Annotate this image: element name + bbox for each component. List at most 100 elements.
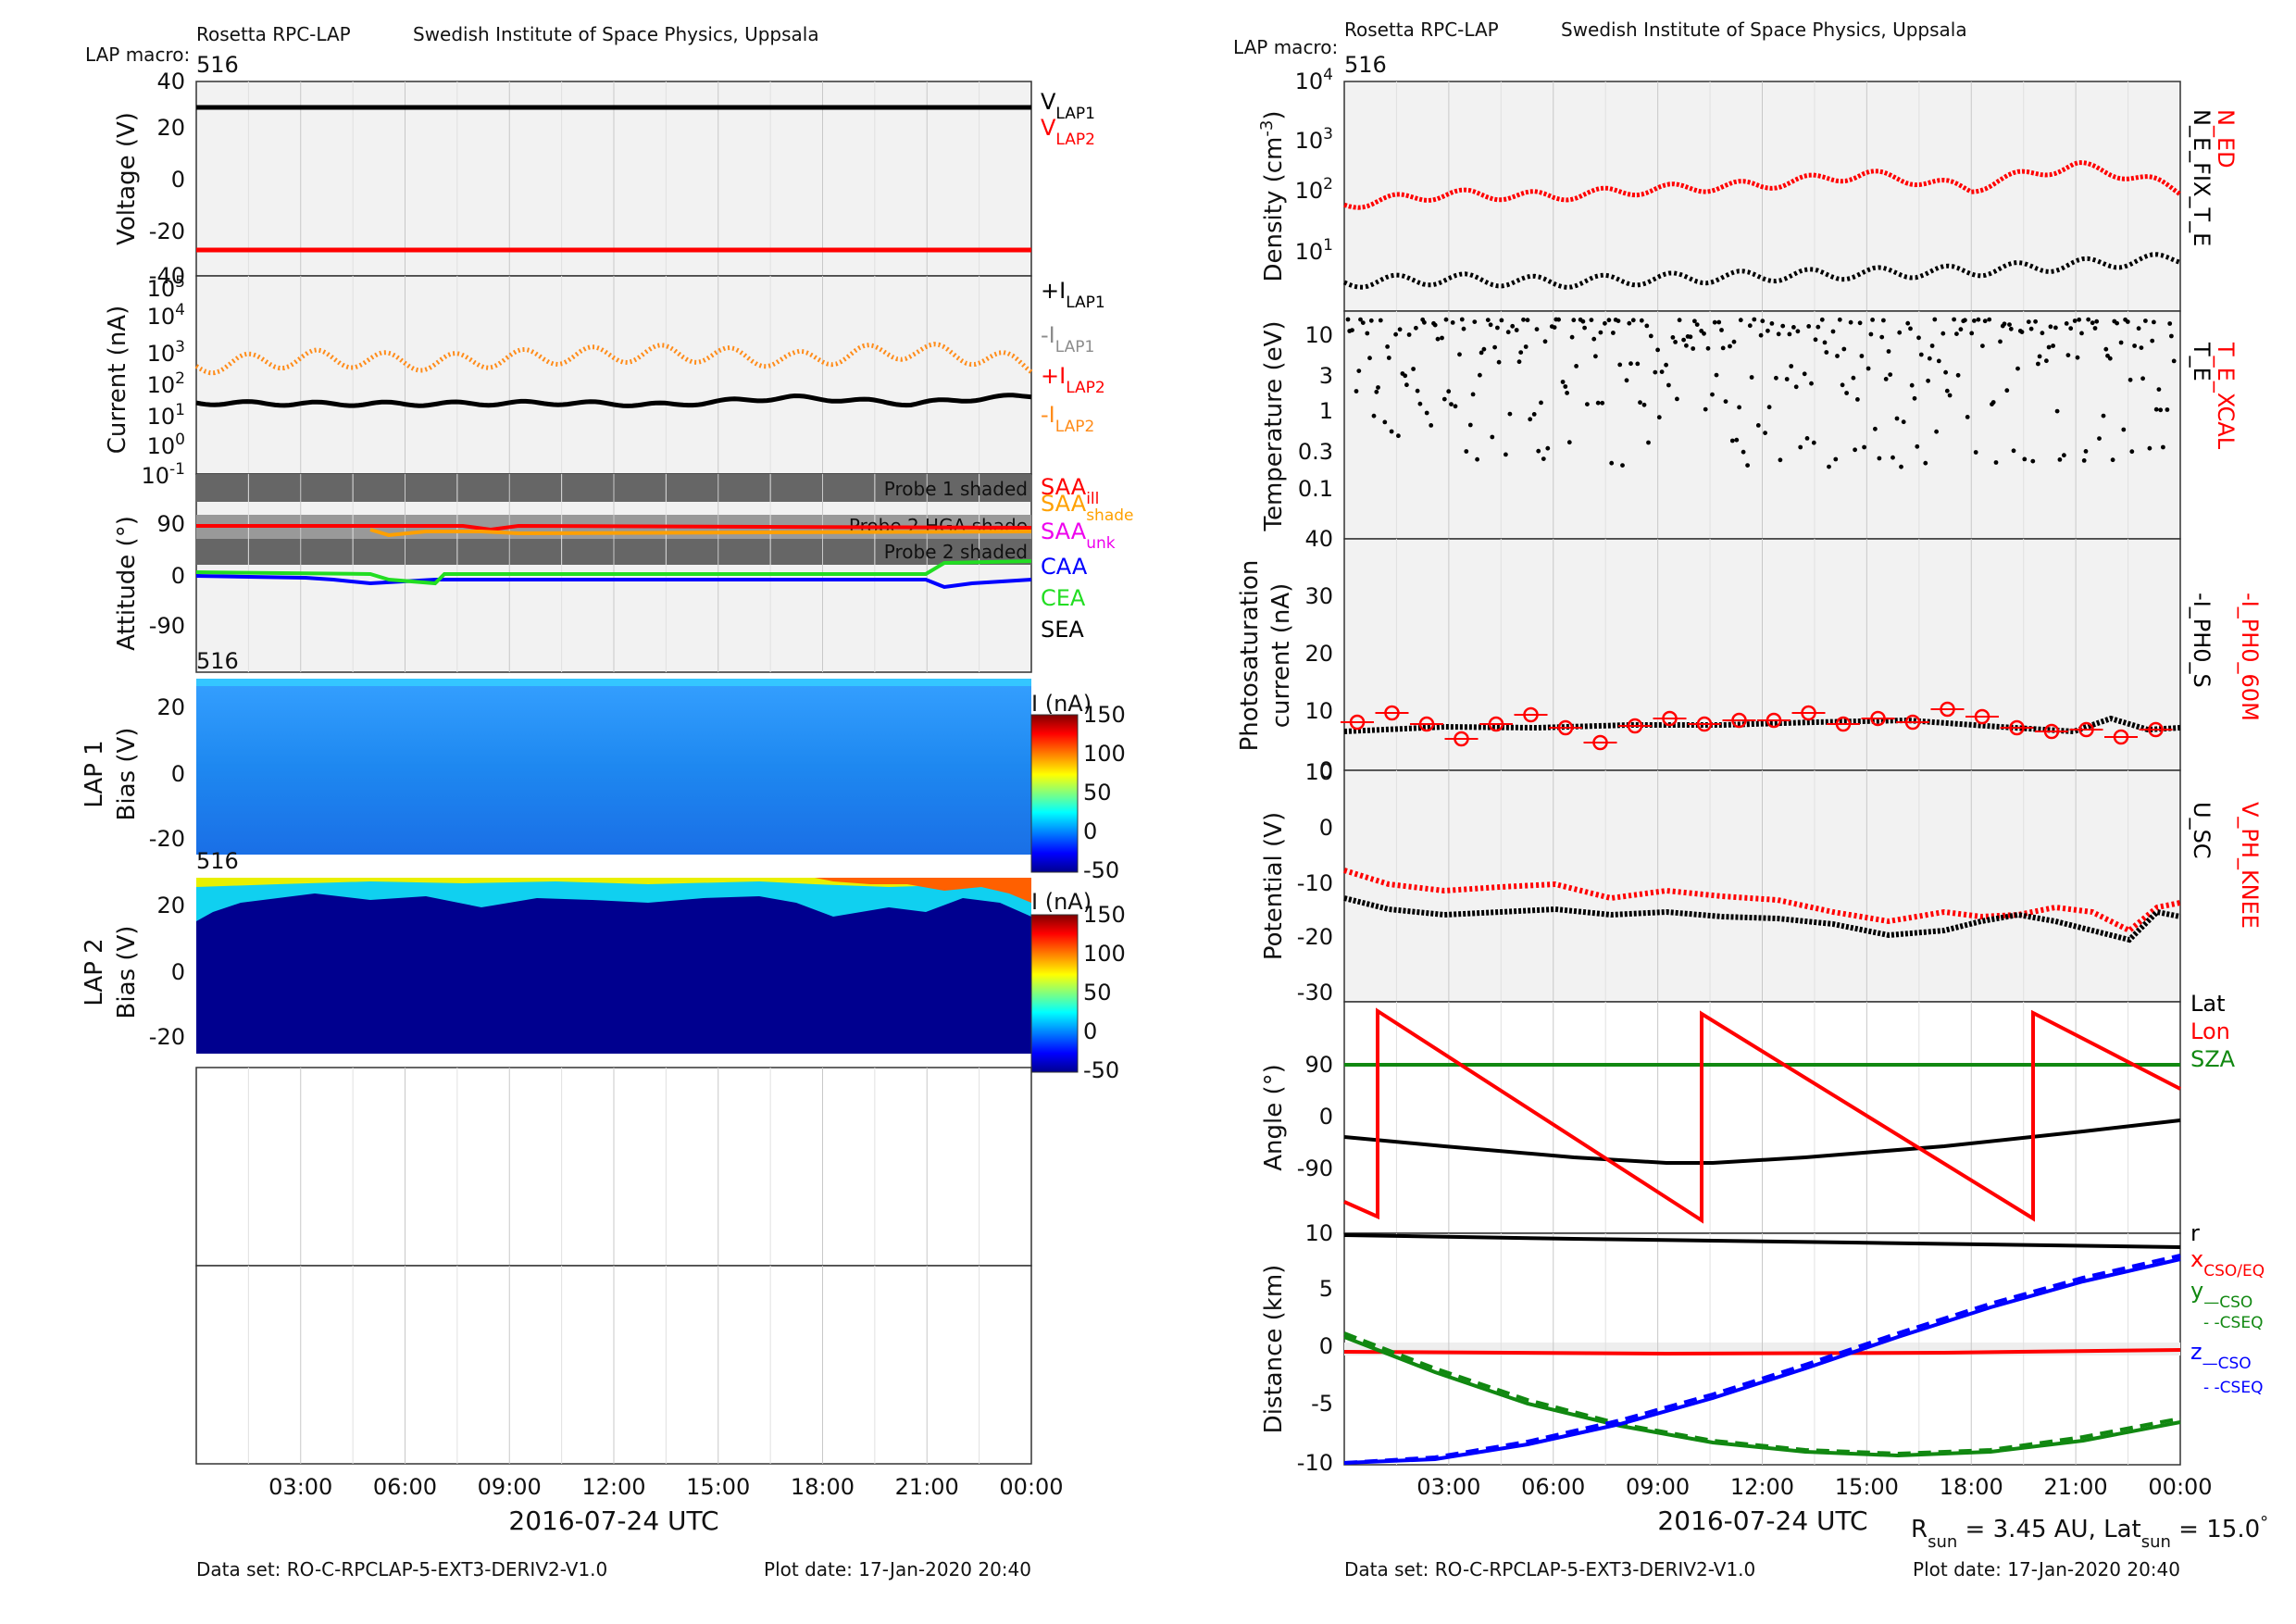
temperature-point [1367, 356, 1372, 361]
temperature-point [1980, 344, 1985, 348]
temperature-point [2037, 354, 2042, 359]
right-dataset: Data set: RO-C-RPCLAP-5-EXT3-DERIV2-V1.0 [1344, 1558, 1755, 1580]
x-tick-label: 18:00 [1940, 1474, 2003, 1500]
left-macro-value: 516 [196, 52, 239, 78]
temperature-point [2143, 319, 2148, 323]
current-ytick: 105 [147, 273, 185, 302]
temperature-point [1737, 405, 1741, 410]
temperature-point [1795, 329, 1801, 334]
photosat-marker [1835, 716, 1852, 732]
temperature-point [1450, 320, 1455, 325]
temperature-point [1936, 358, 1941, 364]
temperature-point [1630, 318, 1636, 323]
temperature-point [1940, 331, 1946, 336]
temperature-point [1541, 456, 1546, 461]
temperature-point [1879, 334, 1885, 340]
temperature-point [2129, 449, 2135, 455]
temperature-point [1345, 317, 1351, 322]
temperature-point [1435, 336, 1441, 342]
temperature-point [1993, 460, 1999, 465]
lap1-sweep-panel: 516 20 0 -20 LAP 1 Bias (V) I (nA) 150 1… [81, 648, 1126, 883]
temperature-point [1873, 426, 1878, 431]
density-panel: 104 103 102 101 Density (cm-3) N_ED N_E_… [1257, 66, 2239, 312]
temperature-point [2086, 317, 2091, 322]
temperature-point [1934, 429, 1940, 434]
temperature-point [1472, 319, 1478, 324]
temperature-point [1593, 354, 1598, 359]
legend-sea: SEA [1041, 617, 1084, 643]
temperature-point [1859, 354, 1865, 358]
temperature-point [2092, 326, 2098, 331]
lap1-ytick: -20 [149, 826, 185, 852]
right-macro-label: LAP macro: [1233, 36, 1338, 58]
legend-u-sc: U_SC [2189, 802, 2215, 859]
temperature-point [1857, 320, 1863, 326]
photosat-marker [1801, 705, 1816, 721]
temperature-point [2028, 326, 2034, 331]
temperature-point [1841, 346, 1847, 352]
density-ytick: 101 [1295, 236, 1333, 265]
temperature-point [2064, 321, 2069, 326]
temperature-point [1758, 332, 1764, 338]
legend-n-ed: N_ED [2213, 109, 2239, 169]
temperature-point [1554, 317, 1559, 322]
temperature-point [2090, 320, 2095, 326]
temperature-point [1851, 375, 1856, 381]
temperature-point [1440, 335, 1444, 341]
temperature-point [1611, 331, 1616, 335]
x-tick-label: 09:00 [478, 1474, 542, 1500]
photosat-marker [2043, 723, 2060, 740]
temperature-point [1360, 320, 1366, 325]
lap1-colorbar [1030, 714, 1079, 873]
temperature-point [1655, 347, 1660, 353]
r-line [1343, 1233, 2181, 1249]
temperature-point [2075, 355, 2080, 360]
temperature-point [1585, 402, 1590, 406]
temperature-point [1848, 319, 1853, 325]
x-tick-label: 03:00 [268, 1474, 332, 1500]
temperature-point [1389, 429, 1394, 434]
temperature-point [1738, 318, 1743, 323]
lap2-ytick: 20 [156, 893, 185, 918]
temperature-point [1877, 456, 1882, 461]
temperature-point [1470, 392, 1476, 397]
temperature-point [1600, 400, 1605, 406]
saa-shade-line [369, 528, 1032, 538]
temperature-point [2121, 427, 2127, 432]
temperature-point [1347, 329, 1353, 333]
voltage-ytick: 0 [171, 167, 185, 193]
temperature-point [1422, 319, 1427, 325]
right-x-axis: 03:00 06:00 09:00 12:00 15:00 18:00 21:00 00:00 [1416, 1474, 2212, 1500]
photosat-marker [2113, 729, 2129, 745]
rsun-info: Rsun = 3.45 AU, Latsun = 15.0° [1911, 1513, 2268, 1552]
angle-panel: 90 0 -90 Angle (°) Lat Lon SZA [1260, 991, 2236, 1234]
photosat-marker [1418, 716, 1435, 732]
photosat-marker [1454, 731, 1469, 747]
x-tick-label: 12:00 [581, 1474, 645, 1500]
n-ed-dots [1343, 160, 2182, 210]
z-cseq-line [1343, 1254, 2181, 1465]
temperature-point [1827, 464, 1831, 469]
temperature-point [1766, 328, 1770, 333]
temperature-point [1378, 318, 1383, 323]
lap2-cbar-tick: 0 [1083, 1018, 1097, 1044]
temperature-point [1461, 326, 1466, 331]
temperature-point [1915, 443, 1920, 449]
legend-cea: CEA [1041, 585, 1086, 611]
temperature-point [1853, 447, 1857, 453]
temperature-point [1627, 320, 1632, 326]
temperature-point [1862, 444, 1866, 450]
temperature-point [1417, 401, 1423, 406]
temperature-point [2158, 407, 2164, 413]
x-cso-line [1343, 1348, 2181, 1356]
lap1-ylabel-line1: LAP 1 [81, 740, 108, 807]
distance-panel: 10 5 0 -5 -10 Distance (km) r xCSO/EQ y—… [1260, 1220, 2265, 1476]
temperature-point [1972, 319, 1977, 323]
density-ylabel: Density (cm-3) [1257, 111, 1289, 282]
temperature-point [1982, 319, 1988, 324]
empty-panel-2 [195, 1265, 1032, 1465]
temperature-point [1673, 340, 1678, 344]
temperature-point [1441, 396, 1447, 402]
temperature-point [1731, 339, 1737, 344]
